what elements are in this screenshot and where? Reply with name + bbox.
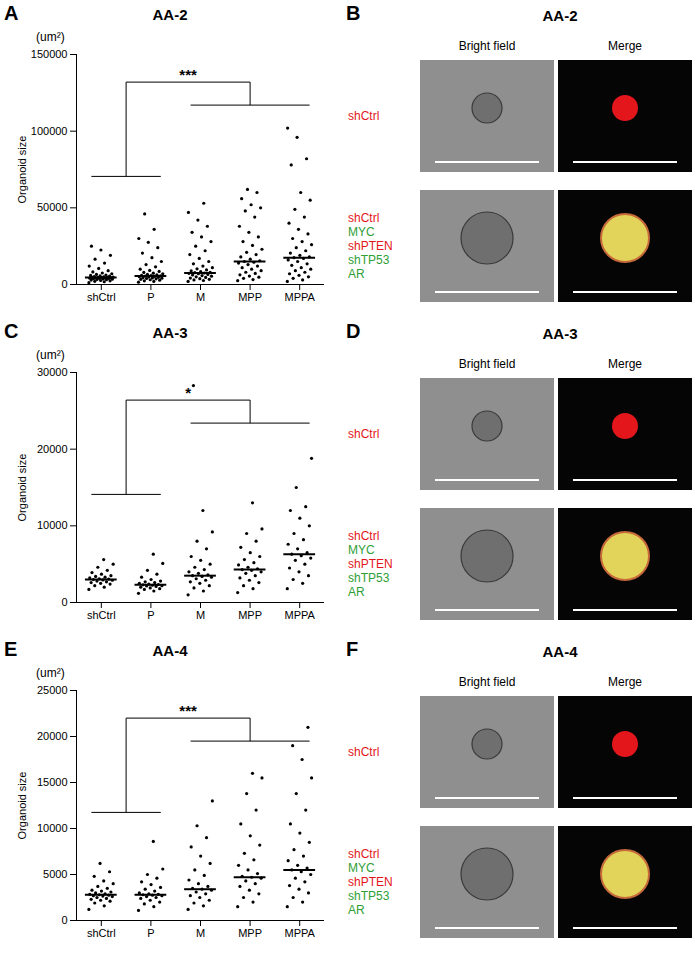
svg-text:shTP53: shTP53 — [348, 571, 390, 585]
svg-text:Bright field: Bright field — [459, 357, 516, 371]
svg-text:P: P — [147, 291, 154, 303]
svg-text:MPP: MPP — [238, 609, 262, 621]
svg-text:shPTEN: shPTEN — [348, 557, 393, 571]
svg-text:MYC: MYC — [348, 225, 375, 239]
svg-text:20000: 20000 — [37, 730, 68, 742]
html-text:(um²): (um²) — [36, 348, 65, 362]
svg-text:shCtrl: shCtrl — [348, 847, 379, 861]
html-text:(um²): (um²) — [36, 30, 65, 44]
svg-text:shCtrl: shCtrl — [348, 427, 379, 441]
svg-text:0: 0 — [61, 278, 67, 290]
html-text:A: A — [4, 2, 19, 24]
html-text:AA-4: AA-4 — [152, 642, 188, 659]
html-text:AA-3: AA-3 — [152, 324, 188, 341]
svg-text:MPP: MPP — [238, 291, 262, 303]
svg-text:10000: 10000 — [37, 822, 68, 834]
html-text:(um²): (um²) — [36, 666, 65, 680]
svg-text:D: D — [346, 320, 360, 342]
svg-text:Bright field: Bright field — [459, 39, 516, 53]
svg-text:MPPA: MPPA — [285, 609, 316, 621]
svg-text:***: *** — [179, 66, 197, 83]
svg-text:shCtrl: shCtrl — [348, 529, 379, 543]
svg-text:5000: 5000 — [43, 868, 67, 880]
svg-text:AR: AR — [348, 585, 365, 599]
svg-text:30000: 30000 — [37, 366, 68, 378]
svg-text:shCtrl: shCtrl — [87, 291, 116, 303]
svg-text:MPPA: MPPA — [285, 927, 316, 939]
svg-text:0: 0 — [61, 596, 67, 608]
svg-text:*: * — [185, 384, 191, 401]
html-text:C: C — [4, 320, 19, 342]
svg-text:AR: AR — [348, 903, 365, 917]
svg-text:shTP53: shTP53 — [348, 253, 390, 267]
svg-text:F: F — [346, 638, 358, 660]
svg-text:Merge: Merge — [608, 39, 642, 53]
svg-text:shCtrl: shCtrl — [348, 745, 379, 759]
svg-text:Merge: Merge — [608, 357, 642, 371]
svg-text:MPP: MPP — [238, 927, 262, 939]
svg-text:AA-2: AA-2 — [542, 7, 577, 24]
svg-text:50000: 50000 — [37, 201, 68, 213]
html-text:AA-2: AA-2 — [152, 6, 188, 23]
svg-text:M: M — [196, 291, 205, 303]
svg-text:shCtrl: shCtrl — [348, 109, 379, 123]
svg-text:P: P — [147, 609, 154, 621]
svg-text:100000: 100000 — [31, 125, 68, 137]
svg-text:0: 0 — [61, 914, 67, 926]
svg-text:Organoid size: Organoid size — [16, 454, 28, 522]
svg-text:P: P — [147, 927, 154, 939]
svg-text:shCtrl: shCtrl — [87, 927, 116, 939]
svg-text:MYC: MYC — [348, 861, 375, 875]
svg-text:25000: 25000 — [37, 684, 68, 696]
html-text:E: E — [4, 638, 18, 660]
svg-text:M: M — [196, 609, 205, 621]
svg-text:shTP53: shTP53 — [348, 889, 390, 903]
svg-text:B: B — [346, 2, 360, 24]
svg-text:15000: 15000 — [37, 776, 68, 788]
svg-text:150000: 150000 — [31, 48, 68, 60]
svg-text:shCtrl: shCtrl — [348, 211, 379, 225]
svg-text:***: *** — [179, 702, 197, 719]
svg-text:Organoid size: Organoid size — [16, 136, 28, 204]
svg-text:shPTEN: shPTEN — [348, 875, 393, 889]
svg-text:Organoid size: Organoid size — [16, 772, 28, 840]
svg-text:Merge: Merge — [608, 675, 642, 689]
svg-text:AA-3: AA-3 — [542, 325, 577, 342]
svg-text:MPPA: MPPA — [285, 291, 316, 303]
svg-text:shPTEN: shPTEN — [348, 239, 393, 253]
svg-text:AR: AR — [348, 267, 365, 281]
svg-text:Bright field: Bright field — [459, 675, 516, 689]
svg-text:M: M — [196, 927, 205, 939]
svg-text:MYC: MYC — [348, 543, 375, 557]
svg-text:shCtrl: shCtrl — [87, 609, 116, 621]
svg-text:10000: 10000 — [37, 519, 68, 531]
svg-text:20000: 20000 — [37, 443, 68, 455]
svg-text:AA-4: AA-4 — [542, 643, 578, 660]
